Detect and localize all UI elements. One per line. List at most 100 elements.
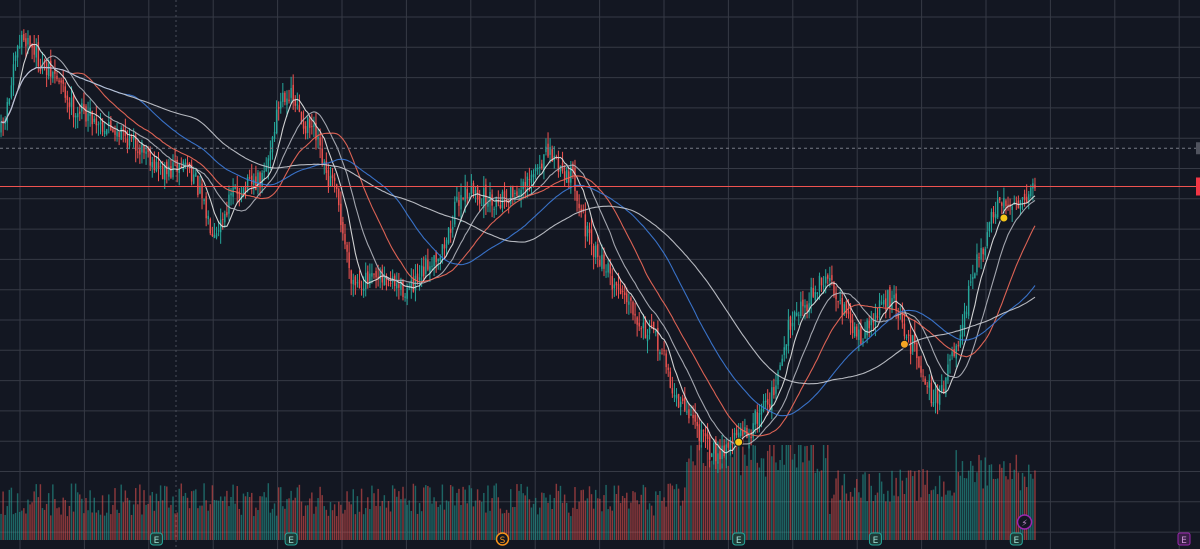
- candle-body[interactable]: [170, 166, 172, 178]
- candle-body[interactable]: [222, 218, 224, 220]
- candle-body[interactable]: [338, 189, 340, 206]
- candle-body[interactable]: [141, 142, 143, 153]
- candle-body[interactable]: [580, 208, 582, 213]
- candlesticks[interactable]: [0, 29, 1036, 473]
- candle-body[interactable]: [903, 323, 906, 337]
- candle-body[interactable]: [893, 294, 895, 299]
- candle-body[interactable]: [425, 258, 427, 274]
- candle-body[interactable]: [943, 388, 945, 392]
- candle-body[interactable]: [1011, 206, 1013, 210]
- candle-body[interactable]: [847, 310, 850, 314]
- candle-body[interactable]: [706, 434, 709, 440]
- candle-body[interactable]: [331, 174, 334, 179]
- candle-body[interactable]: [860, 326, 862, 345]
- candle-body[interactable]: [866, 320, 868, 336]
- candle-body[interactable]: [868, 320, 870, 329]
- candle-body[interactable]: [476, 186, 479, 200]
- candle-body[interactable]: [354, 276, 357, 286]
- candle-body[interactable]: [76, 113, 79, 118]
- candle-body[interactable]: [510, 186, 512, 204]
- candle-body[interactable]: [284, 92, 286, 103]
- candle-body[interactable]: [344, 233, 346, 245]
- candle-body[interactable]: [126, 138, 129, 148]
- candle-body[interactable]: [118, 132, 120, 138]
- candle-body[interactable]: [536, 167, 539, 170]
- candle-body[interactable]: [155, 161, 158, 172]
- candle-body[interactable]: [932, 401, 935, 406]
- candle-body[interactable]: [781, 358, 783, 366]
- candle-body[interactable]: [0, 121, 2, 133]
- candle-body[interactable]: [547, 143, 549, 157]
- candle-body[interactable]: [1005, 200, 1007, 206]
- candle-body[interactable]: [516, 191, 518, 196]
- candle-body[interactable]: [901, 313, 904, 323]
- candle-body[interactable]: [10, 85, 13, 98]
- candle-body[interactable]: [404, 296, 406, 298]
- candle-body[interactable]: [655, 331, 657, 333]
- candle-body[interactable]: [578, 203, 580, 209]
- candle-body[interactable]: [605, 271, 607, 273]
- candle-body[interactable]: [1007, 204, 1009, 206]
- candle-body[interactable]: [522, 181, 524, 190]
- candle-body[interactable]: [172, 162, 174, 178]
- candle-body[interactable]: [340, 203, 342, 225]
- candle-body[interactable]: [288, 99, 290, 102]
- candle-body[interactable]: [698, 424, 701, 441]
- candle-body[interactable]: [814, 292, 817, 300]
- candle-body[interactable]: [14, 55, 17, 61]
- candle-body[interactable]: [684, 397, 686, 411]
- candle-body[interactable]: [420, 265, 423, 277]
- candle-body[interactable]: [613, 284, 616, 289]
- candle-body[interactable]: [416, 273, 419, 280]
- candle-body[interactable]: [435, 251, 437, 263]
- candle-body[interactable]: [953, 348, 955, 357]
- candle-body[interactable]: [143, 145, 145, 153]
- candle-body[interactable]: [764, 400, 767, 403]
- candle-body[interactable]: [120, 127, 122, 140]
- candle-body[interactable]: [85, 106, 87, 122]
- candle-body[interactable]: [280, 101, 282, 109]
- candle-body[interactable]: [549, 147, 551, 155]
- candle-body[interactable]: [729, 441, 732, 451]
- candle-body[interactable]: [60, 80, 62, 83]
- candle-body[interactable]: [574, 167, 576, 192]
- candle-body[interactable]: [184, 162, 187, 165]
- candle-body[interactable]: [139, 149, 141, 155]
- candle-body[interactable]: [1023, 193, 1026, 201]
- candle-body[interactable]: [298, 105, 301, 112]
- candle-body[interactable]: [134, 135, 137, 151]
- candle-body[interactable]: [1003, 197, 1005, 208]
- candle-body[interactable]: [478, 196, 481, 204]
- candle-body[interactable]: [398, 284, 400, 288]
- candle-body[interactable]: [257, 172, 259, 187]
- candle-body[interactable]: [634, 313, 636, 316]
- candle-body[interactable]: [725, 444, 727, 460]
- candle-body[interactable]: [37, 42, 40, 67]
- candle-body[interactable]: [839, 300, 841, 302]
- candle-body[interactable]: [688, 409, 690, 419]
- candle-body[interactable]: [760, 408, 763, 415]
- candle-body[interactable]: [524, 181, 526, 188]
- candle-body[interactable]: [696, 421, 698, 427]
- candle-body[interactable]: [45, 62, 48, 76]
- candle-body[interactable]: [261, 172, 263, 186]
- candle-body[interactable]: [93, 118, 96, 123]
- candle-body[interactable]: [410, 280, 413, 288]
- future-earnings-marker[interactable]: E: [1177, 532, 1191, 546]
- candle-body[interactable]: [870, 318, 873, 326]
- candle-body[interactable]: [433, 255, 435, 266]
- candle-body[interactable]: [371, 273, 373, 277]
- candle-body[interactable]: [265, 166, 267, 171]
- candle-body[interactable]: [495, 197, 497, 207]
- candle-body[interactable]: [626, 293, 628, 303]
- candle-body[interactable]: [872, 320, 875, 323]
- candle-body[interactable]: [874, 313, 877, 326]
- candle-body[interactable]: [928, 381, 931, 388]
- candle-body[interactable]: [449, 228, 452, 233]
- candle-body[interactable]: [232, 187, 234, 197]
- candle-body[interactable]: [907, 334, 910, 336]
- candle-body[interactable]: [750, 436, 752, 439]
- candle-body[interactable]: [810, 287, 812, 305]
- last-price-tag[interactable]: [1196, 177, 1200, 196]
